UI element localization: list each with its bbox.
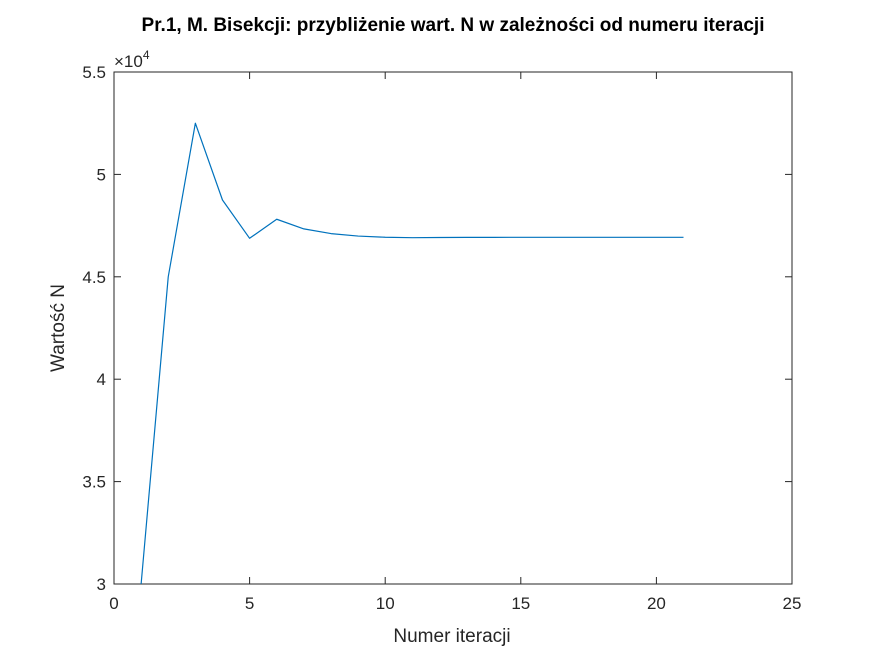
data-point xyxy=(629,237,630,238)
data-point xyxy=(276,219,277,220)
x-axis-ticks: 0 5 10 15 20 25 xyxy=(109,72,801,613)
data-point xyxy=(330,233,331,234)
data-point xyxy=(357,235,358,236)
data-point xyxy=(547,237,548,238)
data-point xyxy=(303,228,304,229)
x-tick-label: 25 xyxy=(783,594,802,613)
x-tick-label: 10 xyxy=(376,594,395,613)
y-exponent-power: 4 xyxy=(143,48,150,62)
axes-frame xyxy=(113,71,793,585)
y-tick-label: 5.5 xyxy=(82,63,106,82)
data-point xyxy=(222,199,223,200)
data-point xyxy=(602,237,603,238)
data-point xyxy=(249,238,250,239)
plot-area xyxy=(140,122,684,585)
data-point xyxy=(683,237,684,238)
x-tick-label: 15 xyxy=(511,594,530,613)
data-point xyxy=(439,237,440,238)
y-tick-label: 5 xyxy=(97,165,106,184)
data-point xyxy=(412,237,413,238)
data-point xyxy=(656,237,657,238)
x-tick-label: 5 xyxy=(245,594,254,613)
data-point xyxy=(574,237,575,238)
y-axis-ticks: 3 3.5 4 4.5 5 5.5 xyxy=(82,63,792,594)
x-tick-label: 20 xyxy=(647,594,666,613)
y-axis-label: Wartość N xyxy=(48,284,69,372)
y-tick-label: 3 xyxy=(97,575,106,594)
y-exponent-base: ×10 xyxy=(114,52,143,71)
data-point xyxy=(195,123,196,124)
y-tick-label: 4 xyxy=(97,370,106,389)
data-point xyxy=(520,237,521,238)
data-point xyxy=(385,237,386,238)
y-exponent-multiplier: ×104 xyxy=(114,48,150,71)
x-tick-label: 0 xyxy=(109,594,118,613)
chart-title: Pr.1, M. Bisekcji: przybliżenie wart. N … xyxy=(142,15,765,36)
x-axis-label: Numer iteracji xyxy=(393,626,510,647)
y-tick-label: 3.5 xyxy=(82,473,106,492)
data-point xyxy=(466,237,467,238)
data-point xyxy=(168,276,169,277)
data-point xyxy=(493,237,494,238)
y-tick-label: 4.5 xyxy=(82,268,106,287)
data-point xyxy=(141,583,142,584)
series-line xyxy=(140,122,684,585)
axes-box xyxy=(113,71,793,585)
